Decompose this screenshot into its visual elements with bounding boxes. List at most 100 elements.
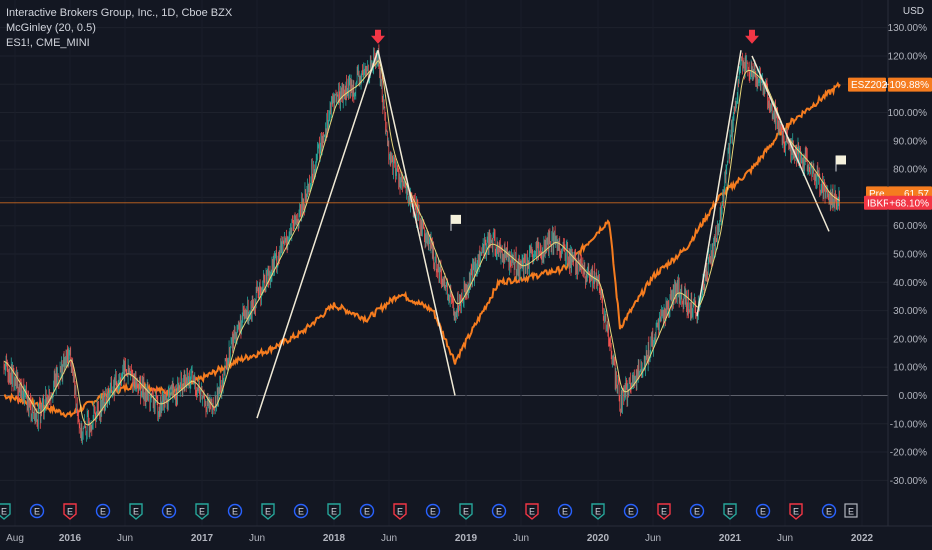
y-tick-label: 0.00% xyxy=(899,391,927,402)
earnings-marker-icon[interactable]: E xyxy=(755,503,771,519)
earnings-letter: E xyxy=(727,507,733,517)
earnings-marker-icon[interactable]: E xyxy=(195,503,209,520)
earnings-marker-icon[interactable]: E xyxy=(657,503,671,520)
earnings-marker-icon[interactable]: E xyxy=(557,503,573,519)
earnings-letter: E xyxy=(529,507,535,517)
earnings-letter: E xyxy=(793,507,799,517)
price-tags: ESZ2021+109.88% Pre 61.57 IBKR+68.10% xyxy=(0,77,932,210)
earnings-badge xyxy=(327,503,341,520)
trendline[interactable] xyxy=(377,50,456,396)
earnings-letter: E xyxy=(628,507,634,517)
pre-value-tag: 61.57 xyxy=(904,189,929,200)
earnings-letter: E xyxy=(265,507,271,517)
x-tick-label: Aug xyxy=(6,533,24,544)
y-tick-label: 50.00% xyxy=(893,250,927,261)
earnings-badge xyxy=(393,503,407,520)
earnings-letter: E xyxy=(331,507,337,517)
earnings-badge xyxy=(459,503,473,520)
earnings-marker-icon[interactable]: E xyxy=(789,503,803,520)
earnings-marker-icon[interactable]: E xyxy=(293,503,309,519)
y-tick-label: 90.00% xyxy=(893,136,927,147)
earnings-badge xyxy=(723,503,737,520)
earnings-upcoming-letter: E xyxy=(848,507,854,517)
earnings-circle xyxy=(95,503,111,519)
earnings-marker-icon[interactable]: E xyxy=(359,503,375,519)
earnings-marker-icon[interactable]: E xyxy=(0,503,11,520)
y-tick-label: -10.00% xyxy=(890,419,927,430)
compare-symbol-label[interactable]: ES1!, CME_MINI xyxy=(6,37,90,49)
x-tick-label: 2018 xyxy=(323,533,346,544)
earnings-badge xyxy=(63,503,77,520)
flag-icon[interactable] xyxy=(451,214,461,224)
earnings-letter: E xyxy=(133,507,139,517)
ibkr-value-tag-bg xyxy=(888,195,932,210)
ibkr-value-tag: +68.10% xyxy=(889,198,929,209)
earnings-marker-icon[interactable]: E xyxy=(327,503,341,520)
trendline[interactable] xyxy=(751,55,830,232)
currency-label[interactable]: USD xyxy=(902,6,924,17)
earnings-marker-icon[interactable]: E xyxy=(29,503,45,519)
earnings-marker-icon[interactable]: E xyxy=(723,503,737,520)
earnings-marker-icon[interactable]: E xyxy=(393,503,407,520)
earnings-letter: E xyxy=(661,507,667,517)
earnings-marker-icon[interactable]: E xyxy=(129,503,143,520)
earnings-marker-icon[interactable]: E xyxy=(491,503,507,519)
indicator-label[interactable]: McGinley (20, 0.5) xyxy=(6,22,96,34)
earnings-badge xyxy=(657,503,671,520)
earnings-letter: E xyxy=(826,507,832,517)
earnings-circle xyxy=(293,503,309,519)
earnings-circle xyxy=(161,503,177,519)
x-axis[interactable]: Aug 2016 Jun 2017 Jun 2018 Jun 2019 Jun 2020 Jun 20… xyxy=(0,525,932,544)
chart-markers[interactable] xyxy=(371,29,846,231)
x-tick-label: Jun xyxy=(645,533,661,544)
earnings-marker-icon[interactable]: E xyxy=(261,503,275,520)
earnings-letter: E xyxy=(34,507,40,517)
y-tick-label: 100.00% xyxy=(888,108,928,119)
earnings-badge xyxy=(261,503,275,520)
symbol-title[interactable]: Interactive Brokers Group, Inc., 1D, Cbo… xyxy=(6,7,233,19)
earnings-letter: E xyxy=(298,507,304,517)
earnings-circle xyxy=(227,503,243,519)
earnings-circle xyxy=(755,503,771,519)
earnings-marker-icon[interactable]: E xyxy=(425,503,441,519)
earnings-marker-icon[interactable]: E xyxy=(95,503,111,519)
earnings-marker-icon[interactable]: E xyxy=(161,503,177,519)
earnings-letter: E xyxy=(199,507,205,517)
earnings-marker-icon[interactable]: E xyxy=(689,503,705,519)
trendlines[interactable] xyxy=(256,50,830,419)
flag-icon[interactable] xyxy=(836,155,846,165)
y-tick-label: 120.00% xyxy=(888,51,928,62)
earnings-marker-icon[interactable]: E xyxy=(227,503,243,519)
trendline[interactable] xyxy=(696,50,742,317)
es-symbol-tag-bg xyxy=(848,77,886,92)
x-tick-label: 2017 xyxy=(191,533,214,544)
x-tick-label: 2019 xyxy=(455,533,478,544)
earnings-marker-icon[interactable]: E xyxy=(525,503,539,520)
es-value-tag-bg xyxy=(888,77,932,92)
earnings-marker-icon[interactable]: E xyxy=(63,503,77,520)
earnings-marker-icon[interactable]: E xyxy=(591,503,605,520)
trendline[interactable] xyxy=(256,50,379,419)
earnings-letter: E xyxy=(595,507,601,517)
down-arrow-icon[interactable] xyxy=(371,29,385,44)
chart-legend: Interactive Brokers Group, Inc., 1D, Cbo… xyxy=(6,6,232,51)
earnings-circle xyxy=(425,503,441,519)
earnings-letter: E xyxy=(67,507,73,517)
es-symbol-tag: ESZ2021 xyxy=(851,80,893,91)
es-value-tag: +109.88% xyxy=(884,80,929,91)
x-tick-label: Jun xyxy=(249,533,265,544)
down-arrow-icon[interactable] xyxy=(745,29,759,44)
x-tick-label: 2021 xyxy=(719,533,742,544)
earnings-letter: E xyxy=(397,507,403,517)
mcginley-line xyxy=(3,60,840,426)
x-tick-label: Jun xyxy=(777,533,793,544)
earnings-circle xyxy=(359,503,375,519)
earnings-letter: E xyxy=(463,507,469,517)
x-tick-label: 2016 xyxy=(59,533,82,544)
earnings-marker-icon[interactable]: E xyxy=(623,503,639,519)
earnings-marker-icon[interactable]: E xyxy=(821,503,837,519)
earnings-circle xyxy=(29,503,45,519)
earnings-marker-icon[interactable]: E xyxy=(459,503,473,520)
